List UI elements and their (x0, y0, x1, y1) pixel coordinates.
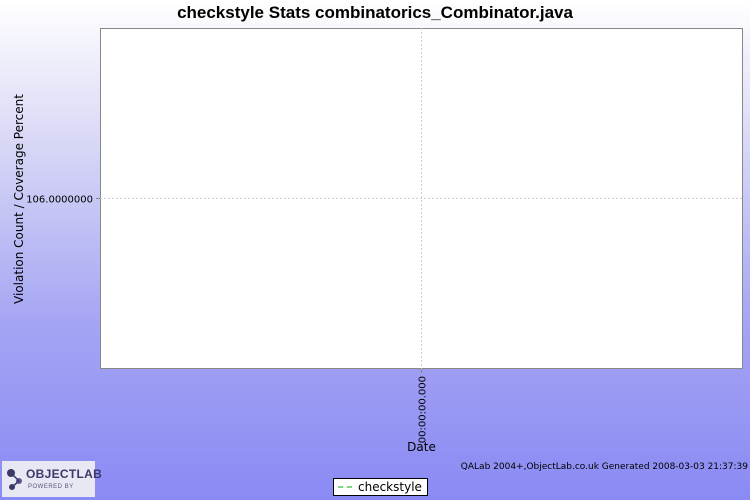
legend: checkstyle (333, 478, 428, 496)
objectlab-logo: OBJECTLAB POWERED BY (2, 461, 102, 497)
y-tick-label: 106.0000000 (26, 195, 93, 206)
generated-footer: QALab 2004+,ObjectLab.co.uk Generated 20… (460, 462, 748, 472)
logo-brand: OBJECTLAB (26, 467, 103, 481)
legend-swatch-checkstyle (338, 486, 352, 488)
chart-svg: 106.0000000 00:00:00.000 (26, 28, 743, 443)
y-axis-label: Violation Count / Coverage Percent (12, 94, 26, 304)
legend-label-checkstyle: checkstyle (358, 480, 422, 494)
x-axis-label: Date (407, 440, 436, 454)
logo-tagline: POWERED BY (28, 484, 74, 490)
logo-molecule-icon (7, 469, 22, 490)
x-tick-label: 00:00:00.000 (418, 376, 429, 443)
chart-title: checkstyle Stats combinatorics_Combinato… (177, 3, 573, 22)
